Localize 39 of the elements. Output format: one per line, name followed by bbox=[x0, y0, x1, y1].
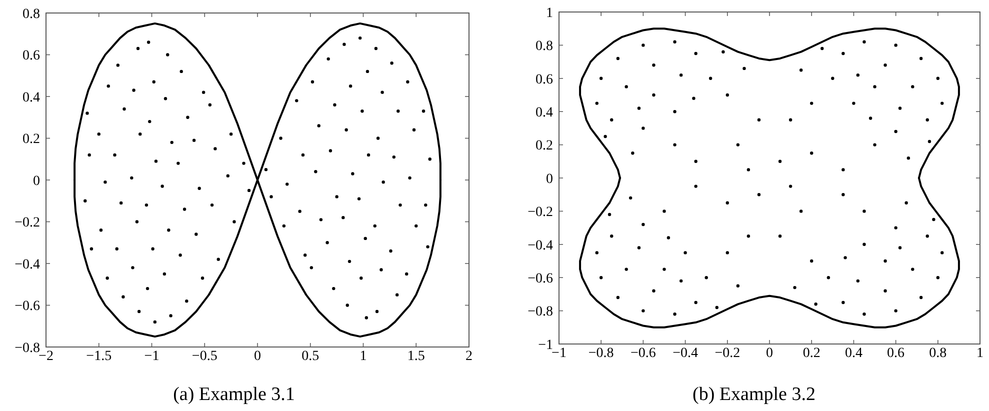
x-tick-label: 0.8 bbox=[929, 346, 947, 361]
y-tick-label: −0.4 bbox=[14, 257, 40, 272]
y-tick-label: 0.8 bbox=[536, 39, 553, 54]
x-tick-label: −2 bbox=[38, 349, 54, 364]
y-tick-label: 0 bbox=[546, 172, 553, 187]
x-tick-label: −1 bbox=[144, 349, 160, 364]
text: (b) Example 3.2 bbox=[692, 384, 816, 405]
x-tick-label: −0.4 bbox=[672, 346, 698, 361]
x-tick-label: 2 bbox=[466, 349, 472, 364]
x-tick-label: 0 bbox=[254, 349, 261, 364]
x-tick-label: 1 bbox=[976, 346, 984, 361]
x-tick-label: −0.5 bbox=[192, 349, 218, 364]
y-tick-label: 0.8 bbox=[22, 6, 40, 22]
y-tick-label: −0.4 bbox=[528, 238, 553, 254]
y-tick-label: −0.6 bbox=[14, 299, 40, 314]
x-tick-label: 0.2 bbox=[802, 346, 820, 361]
text: (a) Example 3.1 bbox=[173, 384, 295, 405]
y-tick-label: 0.6 bbox=[536, 72, 553, 88]
y-tick-label: −0.8 bbox=[528, 304, 553, 320]
x-tick-label: −0.2 bbox=[714, 346, 740, 361]
y-tick-label: 0 bbox=[33, 174, 40, 189]
y-tick-label: 1 bbox=[546, 6, 553, 21]
x-tick-label: 0 bbox=[766, 346, 773, 361]
x-tick-label: 0.4 bbox=[844, 346, 862, 361]
y-tick-label: −0.2 bbox=[528, 205, 553, 220]
x-tick-label: 0.5 bbox=[302, 349, 320, 364]
y-tick-label: 0.4 bbox=[536, 106, 553, 120]
x-tick-label: 1.5 bbox=[407, 349, 425, 364]
y-tick-label: 0.2 bbox=[22, 132, 40, 148]
x-tick-label: 1 bbox=[360, 349, 367, 364]
x-tick-label: −0.6 bbox=[630, 346, 656, 361]
x-tick-label: 0.6 bbox=[887, 346, 905, 361]
y-tick-label: 0.2 bbox=[536, 138, 553, 154]
y-tick-label: −0.6 bbox=[528, 272, 553, 286]
x-tick-label: −1.5 bbox=[86, 349, 112, 364]
y-tick-label: 0.4 bbox=[22, 90, 40, 106]
x-tick-label: −0.8 bbox=[588, 346, 614, 361]
y-tick-label: −0.2 bbox=[14, 216, 40, 231]
y-tick-label: 0.6 bbox=[22, 48, 40, 64]
